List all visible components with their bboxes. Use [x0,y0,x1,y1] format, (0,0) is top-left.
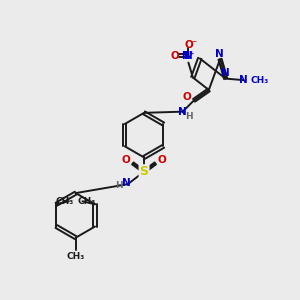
Text: H: H [115,181,123,190]
Text: N: N [221,68,230,78]
Text: N: N [178,107,187,117]
Text: CH₃: CH₃ [77,197,95,206]
Text: H: H [185,112,193,122]
Text: N: N [122,178,130,188]
Text: N: N [239,75,248,85]
Text: CH₃: CH₃ [67,252,85,261]
Text: O: O [182,92,191,102]
Text: CH₃: CH₃ [251,76,269,85]
Text: O: O [184,40,193,50]
Text: N⁺: N⁺ [181,51,194,61]
Text: CH₃: CH₃ [56,197,74,206]
Text: N: N [215,49,224,59]
Text: ⁻: ⁻ [191,39,196,49]
Text: O: O [158,155,166,165]
Text: O: O [171,51,179,61]
Text: S: S [140,165,148,178]
Text: O: O [122,155,130,165]
Text: N: N [184,51,193,61]
